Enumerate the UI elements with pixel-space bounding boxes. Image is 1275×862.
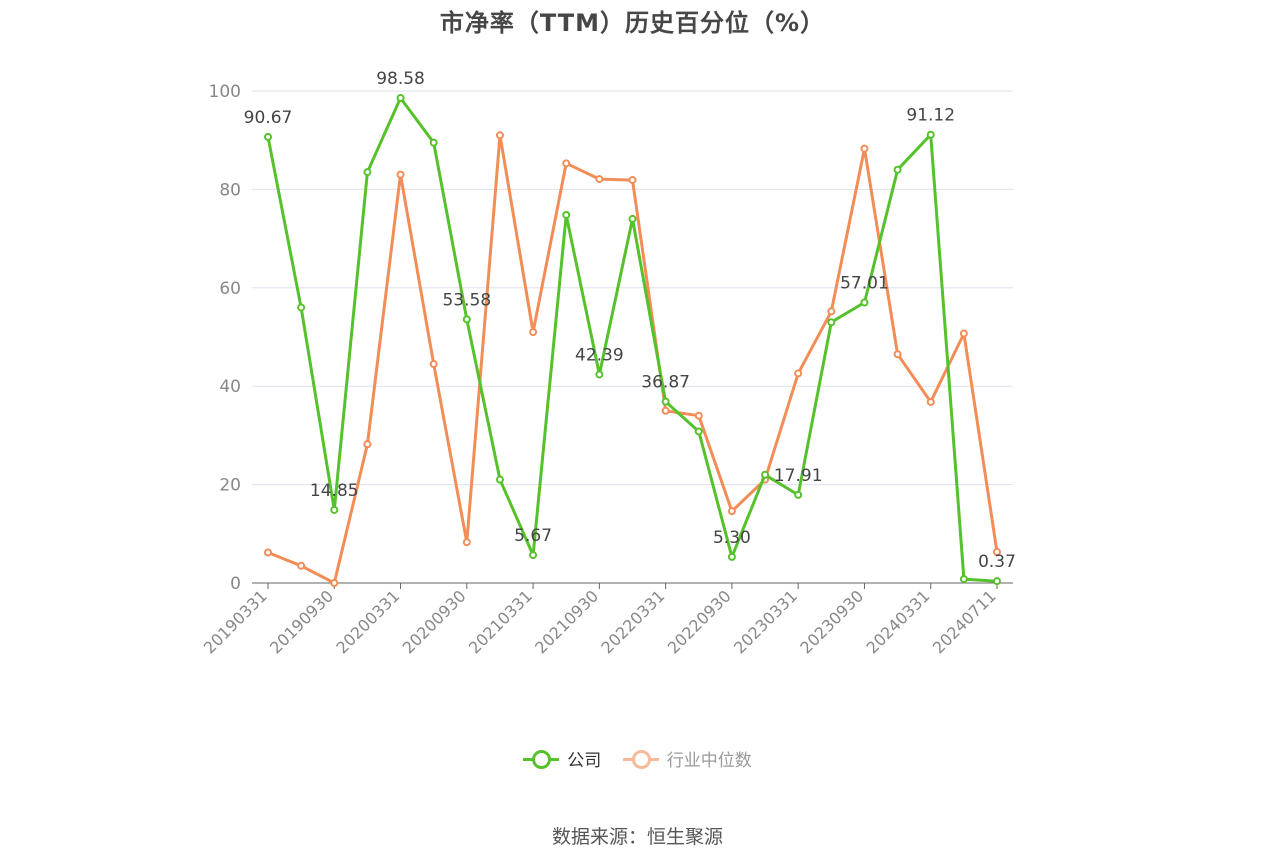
data-point-company — [993, 577, 1001, 586]
data-label: 14.85 — [310, 481, 359, 501]
data-point-company — [860, 298, 869, 307]
data-point-company — [330, 505, 339, 514]
legend-company-swatch-icon — [523, 749, 560, 769]
data-label: 53.58 — [442, 290, 491, 310]
legend-item-industry[interactable]: 行业中位数 — [622, 746, 752, 771]
legend-item-company[interactable]: 公司 — [523, 746, 601, 771]
legend-company-label: 公司 — [567, 751, 602, 771]
y-tick-label: 60 — [219, 279, 241, 299]
data-point-industry — [595, 175, 604, 184]
data-point-company — [959, 575, 968, 584]
data-point-industry — [893, 350, 902, 359]
data-point-company — [429, 138, 438, 147]
data-label: 5.67 — [514, 526, 552, 546]
data-point-industry — [396, 170, 405, 179]
line-chart: 0 20 40 60 80 100 2019033120190930202003312020… — [200, 69, 1016, 657]
x-tick-label: 20210331 — [465, 586, 536, 657]
data-label: 91.12 — [906, 106, 955, 126]
x-tick-label: 20240331 — [863, 586, 934, 657]
data-point-company — [926, 130, 935, 139]
x-tick-label: 20200930 — [399, 586, 470, 657]
data-point-company — [462, 315, 471, 324]
y-tick-label: 80 — [219, 180, 241, 200]
data-point-industry — [264, 548, 272, 557]
series-line-industry — [267, 133, 999, 585]
data-point-industry — [628, 176, 637, 185]
data-point-industry — [827, 307, 836, 316]
data-point-industry — [959, 329, 968, 338]
data-point-company — [363, 168, 372, 177]
x-tick-label: 20220331 — [597, 586, 668, 657]
y-tick-label: 20 — [219, 476, 241, 496]
data-point-industry — [727, 507, 736, 516]
x-tick-label: 20200331 — [332, 586, 403, 657]
data-point-company — [761, 470, 770, 479]
data-label: 36.87 — [641, 373, 690, 393]
legend-company-circle — [532, 749, 552, 769]
data-point-industry — [926, 397, 935, 406]
data-point-company — [727, 552, 736, 561]
data-point-industry — [330, 579, 339, 587]
legend-industry-label: 行业中位数 — [666, 751, 752, 771]
x-tick-label: 20210930 — [531, 586, 602, 657]
data-point-industry — [993, 548, 1001, 557]
data-point-industry — [462, 538, 471, 547]
x-tick-label: 20240711 — [929, 586, 1000, 657]
data-point-company — [297, 303, 306, 312]
legend-industry-swatch-icon — [622, 749, 659, 769]
x-tick-label: 20190930 — [266, 586, 337, 657]
y-tick-label: 40 — [219, 377, 241, 397]
data-point-industry — [562, 159, 571, 168]
data-point-company — [529, 551, 538, 560]
y-tick-label: 100 — [209, 82, 241, 102]
data-point-industry — [860, 144, 869, 153]
data-label: 17.91 — [774, 466, 823, 486]
data-point-industry — [694, 411, 703, 420]
data-point-company — [396, 93, 405, 102]
data-point-company — [264, 132, 272, 141]
legend-industry-circle — [631, 749, 651, 769]
data-point-industry — [661, 406, 670, 415]
data-point-company — [893, 165, 902, 174]
data-point-industry — [297, 561, 306, 570]
y-tick-label: 0 — [230, 574, 241, 594]
data-label: 5.30 — [713, 528, 751, 548]
data-point-company — [694, 427, 703, 436]
series-line-company — [266, 96, 998, 583]
x-tick-label: 20220930 — [664, 586, 735, 657]
data-point-industry — [794, 369, 803, 378]
chart-title: 市净率（TTM）历史百分位（%） — [439, 9, 826, 37]
data-point-industry — [429, 360, 438, 369]
x-tick-label: 20230331 — [730, 586, 801, 657]
data-point-industry — [529, 328, 538, 337]
data-point-company — [827, 318, 836, 327]
data-point-industry — [363, 440, 372, 449]
data-label: 57.01 — [840, 274, 889, 294]
data-label: 42.39 — [575, 345, 624, 365]
data-source: 数据来源：恒生聚源 — [551, 826, 723, 848]
x-tick-label: 20190331 — [200, 586, 271, 657]
data-point-company — [495, 475, 504, 484]
data-point-company — [794, 490, 803, 499]
legend: 公司 行业中位数 — [0, 746, 1275, 774]
data-point-company — [595, 370, 604, 379]
data-label: 98.58 — [376, 69, 425, 89]
data-point-company — [661, 397, 670, 406]
data-label: 0.37 — [978, 552, 1016, 572]
data-point-company — [562, 210, 571, 219]
x-tick-label: 20230930 — [796, 586, 867, 657]
data-label: 90.67 — [244, 108, 293, 128]
data-point-industry — [495, 131, 504, 140]
data-point-company — [628, 214, 637, 223]
